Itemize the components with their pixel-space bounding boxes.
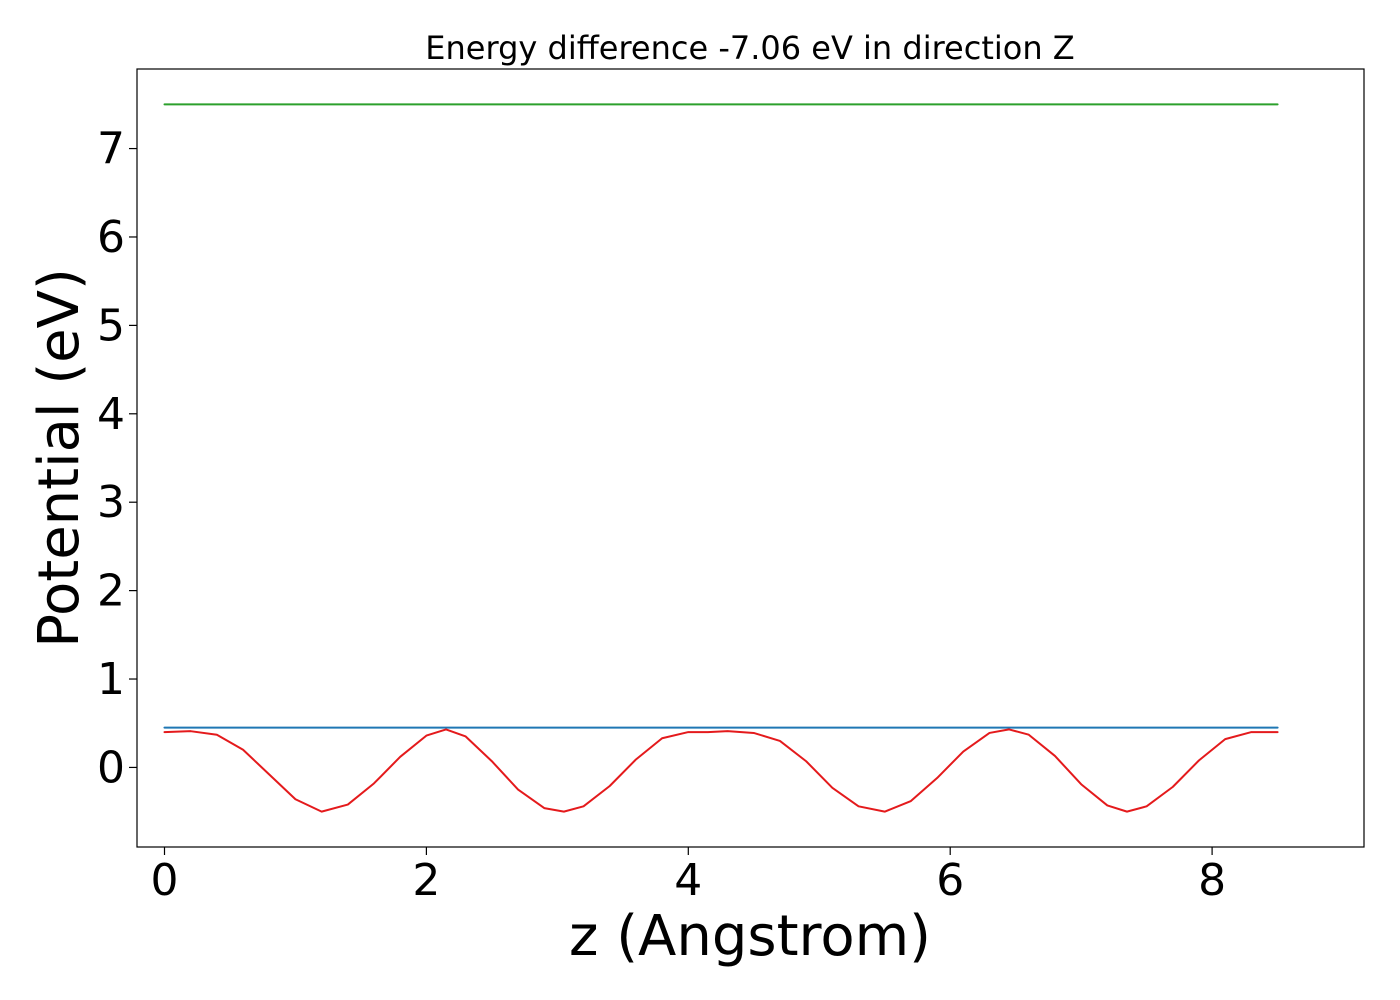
y-tick-label: 4 (97, 389, 125, 440)
x-tick-label: 6 (936, 855, 964, 906)
x-tick-label: 0 (150, 855, 178, 906)
y-axis: 0 1 2 3 4 5 6 7 (97, 124, 137, 793)
x-tick-label: 8 (1198, 855, 1226, 906)
y-tick-label: 1 (97, 654, 125, 705)
x-tick-label: 4 (674, 855, 702, 906)
y-tick-label: 6 (97, 212, 125, 263)
y-tick-label: 3 (97, 477, 125, 528)
plot-frame (136, 68, 1365, 848)
x-tick-label: 2 (412, 855, 440, 906)
chart-title: Energy difference -7.06 eV in direction … (425, 29, 1074, 67)
y-tick-label: 2 (97, 566, 125, 617)
series-line-3 (163, 728, 1279, 813)
x-axis: 0 2 4 6 8 (150, 847, 1226, 906)
y-tick-label: 5 (97, 300, 125, 351)
series-layer (163, 103, 1279, 813)
x-axis-label: z (Angstrom) (569, 904, 931, 969)
y-axis-label: Potential (eV) (27, 268, 92, 648)
y-tick-label: 7 (97, 124, 125, 175)
y-tick-label: 0 (97, 742, 125, 793)
plot-area (136, 68, 1365, 848)
